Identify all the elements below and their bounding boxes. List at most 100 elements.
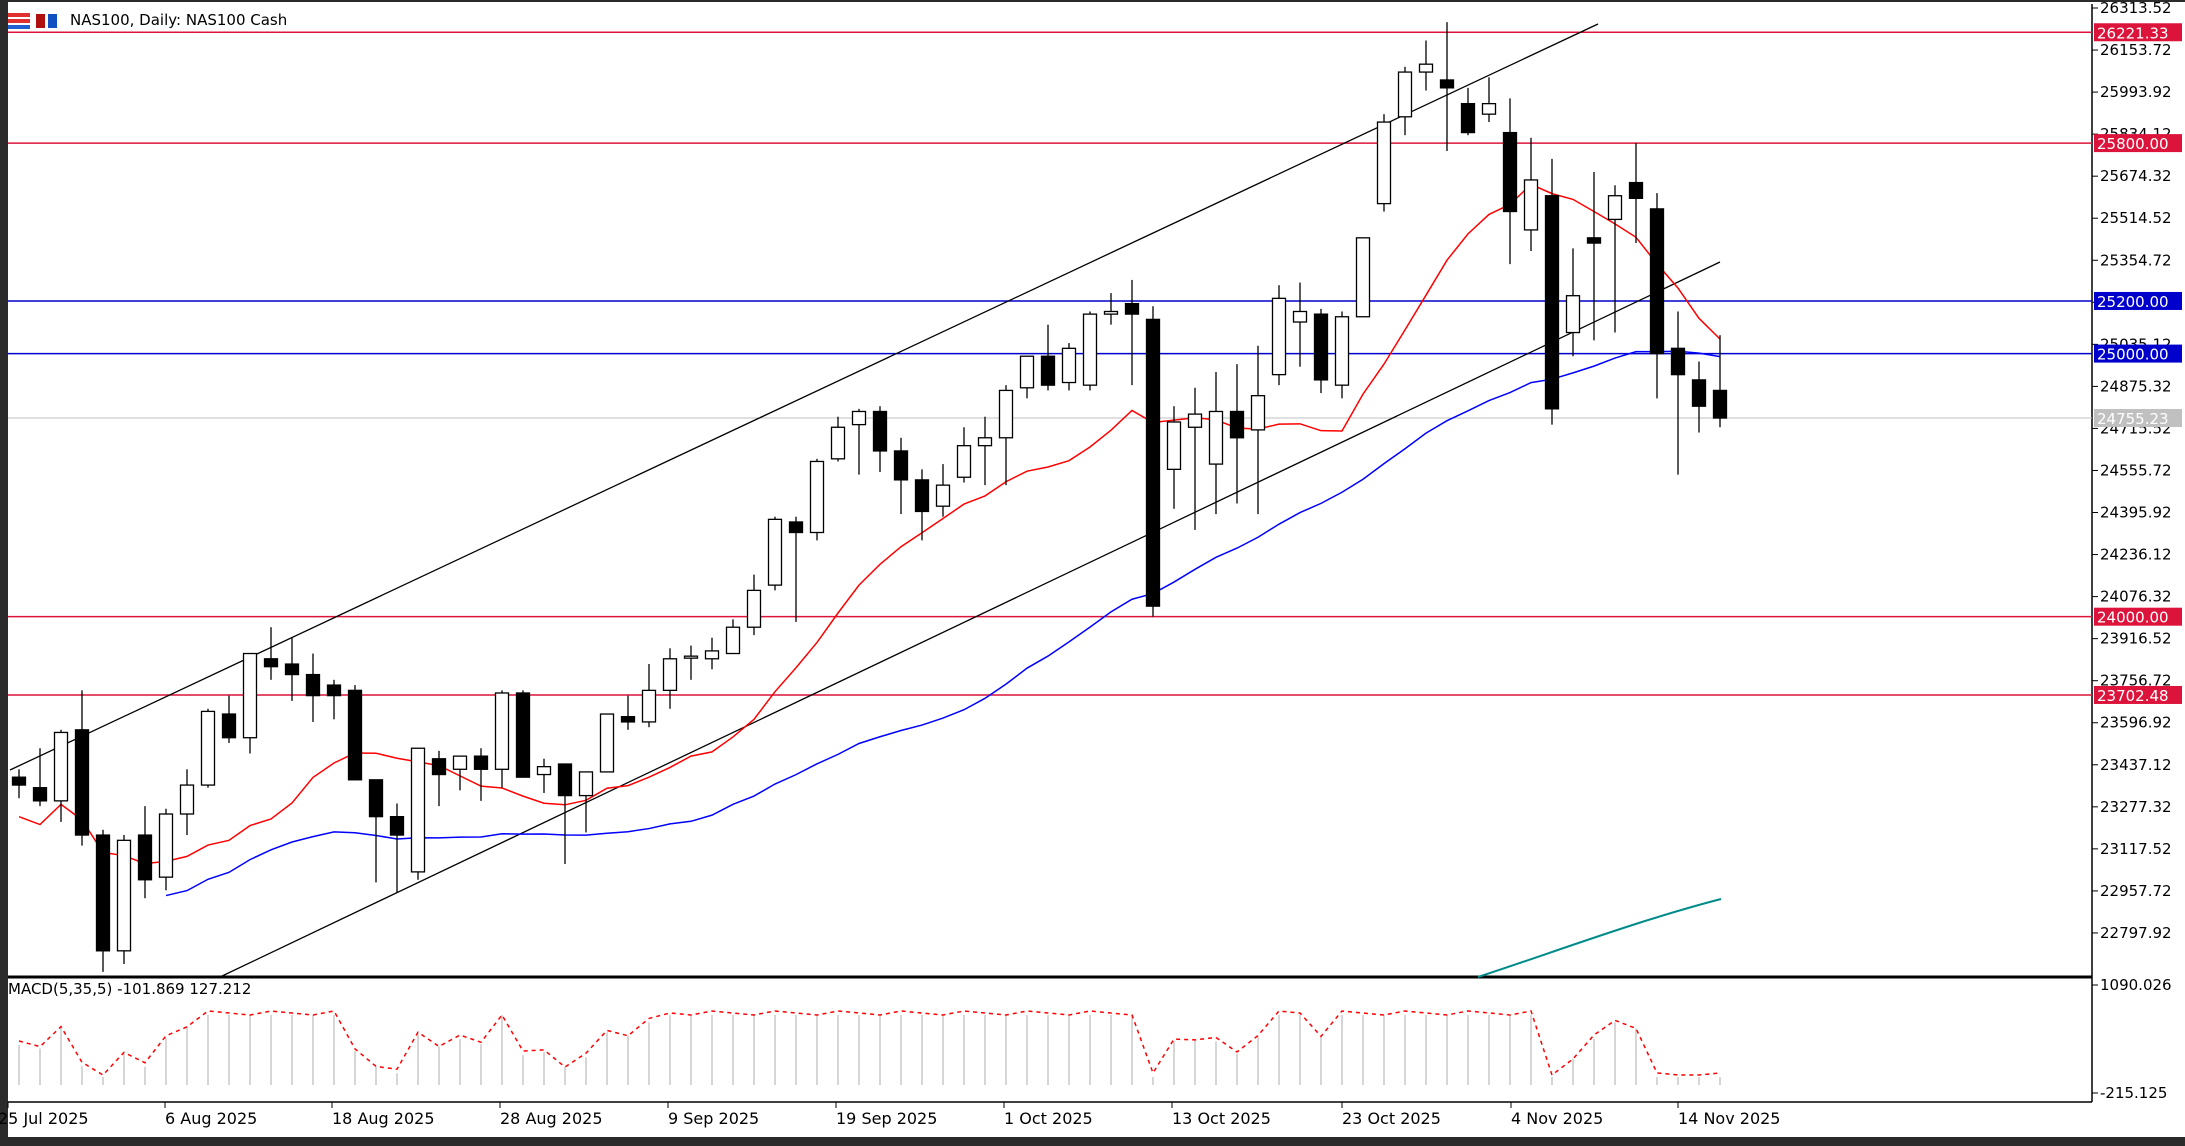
- channel-lower-line: [219, 261, 1721, 978]
- chart-title-bar: NAS100, Daily: NAS100 Cash: [8, 6, 287, 34]
- candle-bull: [830, 426, 846, 460]
- candle-bull: [641, 689, 657, 723]
- price-tick-label: 22797.92: [2100, 924, 2172, 942]
- candle-bull: [1208, 410, 1224, 465]
- macd-tick-label: -215.125: [2100, 1084, 2167, 1102]
- level-badge: [2094, 685, 2182, 704]
- candle-bull: [935, 484, 951, 507]
- candle-bear: [137, 834, 153, 881]
- candle-bull: [977, 437, 993, 447]
- candle-bull: [851, 410, 867, 426]
- candle-bear: [284, 663, 300, 676]
- level-badge-label: 24755.23: [2097, 410, 2169, 428]
- macd-indicator-label: MACD(5,35,5) -101.869 127.212: [8, 980, 252, 998]
- price-tick-label: 26313.52: [2100, 0, 2172, 17]
- candle-bull: [725, 626, 741, 655]
- candle-bear: [263, 658, 279, 668]
- candle-bear: [515, 692, 531, 778]
- candle-bull: [599, 713, 615, 773]
- candle-bull: [1334, 316, 1350, 386]
- level-badge: [2094, 23, 2182, 42]
- date-tick-label: 23 Oct 2025: [1342, 1109, 1441, 1128]
- candle-bull: [1397, 71, 1413, 118]
- candle-bear: [1145, 318, 1161, 607]
- candle-bull: [1376, 121, 1392, 205]
- candle-bear: [431, 758, 447, 776]
- candle-bull: [1523, 179, 1539, 231]
- date-tick-label: 9 Sep 2025: [668, 1109, 759, 1128]
- candle-bear: [557, 763, 573, 797]
- date-tick-label: 25 Jul 2025: [0, 1109, 89, 1128]
- level-badge: [2094, 291, 2182, 310]
- candle-bull: [1187, 413, 1203, 428]
- candle-bull: [1607, 195, 1623, 221]
- candle-bull: [1565, 295, 1581, 334]
- candle-bull: [1355, 237, 1371, 318]
- price-tick-label: 25993.92: [2100, 83, 2172, 101]
- candle-bear: [1460, 102, 1476, 134]
- level-badge: [2094, 134, 2182, 153]
- chart-window: [8, 2, 2185, 1137]
- price-tick-label: 23916.52: [2100, 630, 2172, 648]
- candle-bull: [1061, 347, 1077, 384]
- level-badge: [2094, 408, 2182, 427]
- price-tick-label: 24236.12: [2100, 546, 2172, 564]
- ma-slow-line: [165, 350, 1721, 897]
- chart-list-icon[interactable]: [8, 12, 30, 29]
- date-tick-label: 14 Nov 2025: [1678, 1109, 1780, 1128]
- ma-long-line: [1477, 898, 1722, 978]
- candle-bull: [1103, 310, 1119, 315]
- candle-bear: [1670, 347, 1686, 376]
- price-tick-label: 24395.92: [2100, 504, 2172, 522]
- channel-upper-line: [9, 23, 1599, 771]
- candle-bear: [788, 521, 804, 534]
- date-tick-label: 18 Aug 2025: [332, 1109, 435, 1128]
- candle-bear: [95, 834, 111, 952]
- candle-bear: [1544, 195, 1560, 410]
- candle-bull: [578, 771, 594, 797]
- candle-bear: [1439, 79, 1455, 89]
- price-tick-label: 22957.72: [2100, 882, 2172, 900]
- candle-bear: [1691, 379, 1707, 407]
- candle-bear: [347, 689, 363, 781]
- price-tick-label: 24555.72: [2100, 461, 2172, 479]
- chart-title: NAS100, Daily: NAS100 Cash: [70, 11, 288, 29]
- candle-bear: [893, 450, 909, 481]
- candle-bear: [389, 815, 405, 836]
- candle-bear: [1649, 208, 1665, 355]
- price-tick-label: 24076.32: [2100, 588, 2172, 606]
- candle-bull: [242, 652, 258, 739]
- candle-bull: [1082, 313, 1098, 386]
- candle-bear: [74, 729, 90, 836]
- candle-bull: [116, 839, 132, 952]
- candle-bull: [998, 389, 1014, 439]
- macd-signal-line: [18, 1010, 1721, 1077]
- date-tick-label: 13 Oct 2025: [1172, 1109, 1271, 1128]
- date-tick-label: 6 Aug 2025: [165, 1109, 257, 1128]
- candle-bear: [32, 787, 48, 802]
- candle-bull: [179, 784, 195, 815]
- candle-bull: [746, 589, 762, 628]
- candle-bear: [326, 684, 342, 697]
- candle-bull: [53, 731, 69, 802]
- price-tick-label: 23596.92: [2100, 714, 2172, 732]
- level-badge-label: 25000.00: [2097, 346, 2169, 364]
- macd-tick-label: 1090.026: [2100, 976, 2172, 994]
- candle-bear: [1628, 181, 1644, 200]
- candle-bull: [452, 755, 468, 770]
- candle-bear: [368, 779, 384, 818]
- candle-bull: [662, 658, 678, 692]
- candle-bear: [1040, 355, 1056, 386]
- candle-bull: [536, 766, 552, 776]
- price-tick-label: 24875.32: [2100, 377, 2172, 395]
- candle-bear: [1586, 237, 1602, 244]
- candle-bull: [956, 445, 972, 478]
- price-tick-label: 23117.52: [2100, 840, 2172, 858]
- candle-bull: [683, 655, 699, 659]
- candle-bull: [1481, 102, 1497, 115]
- candle-bear: [1712, 389, 1728, 419]
- candle-bear: [305, 673, 321, 697]
- candle-bull: [1250, 395, 1266, 431]
- chart-type-icon[interactable]: [36, 12, 58, 28]
